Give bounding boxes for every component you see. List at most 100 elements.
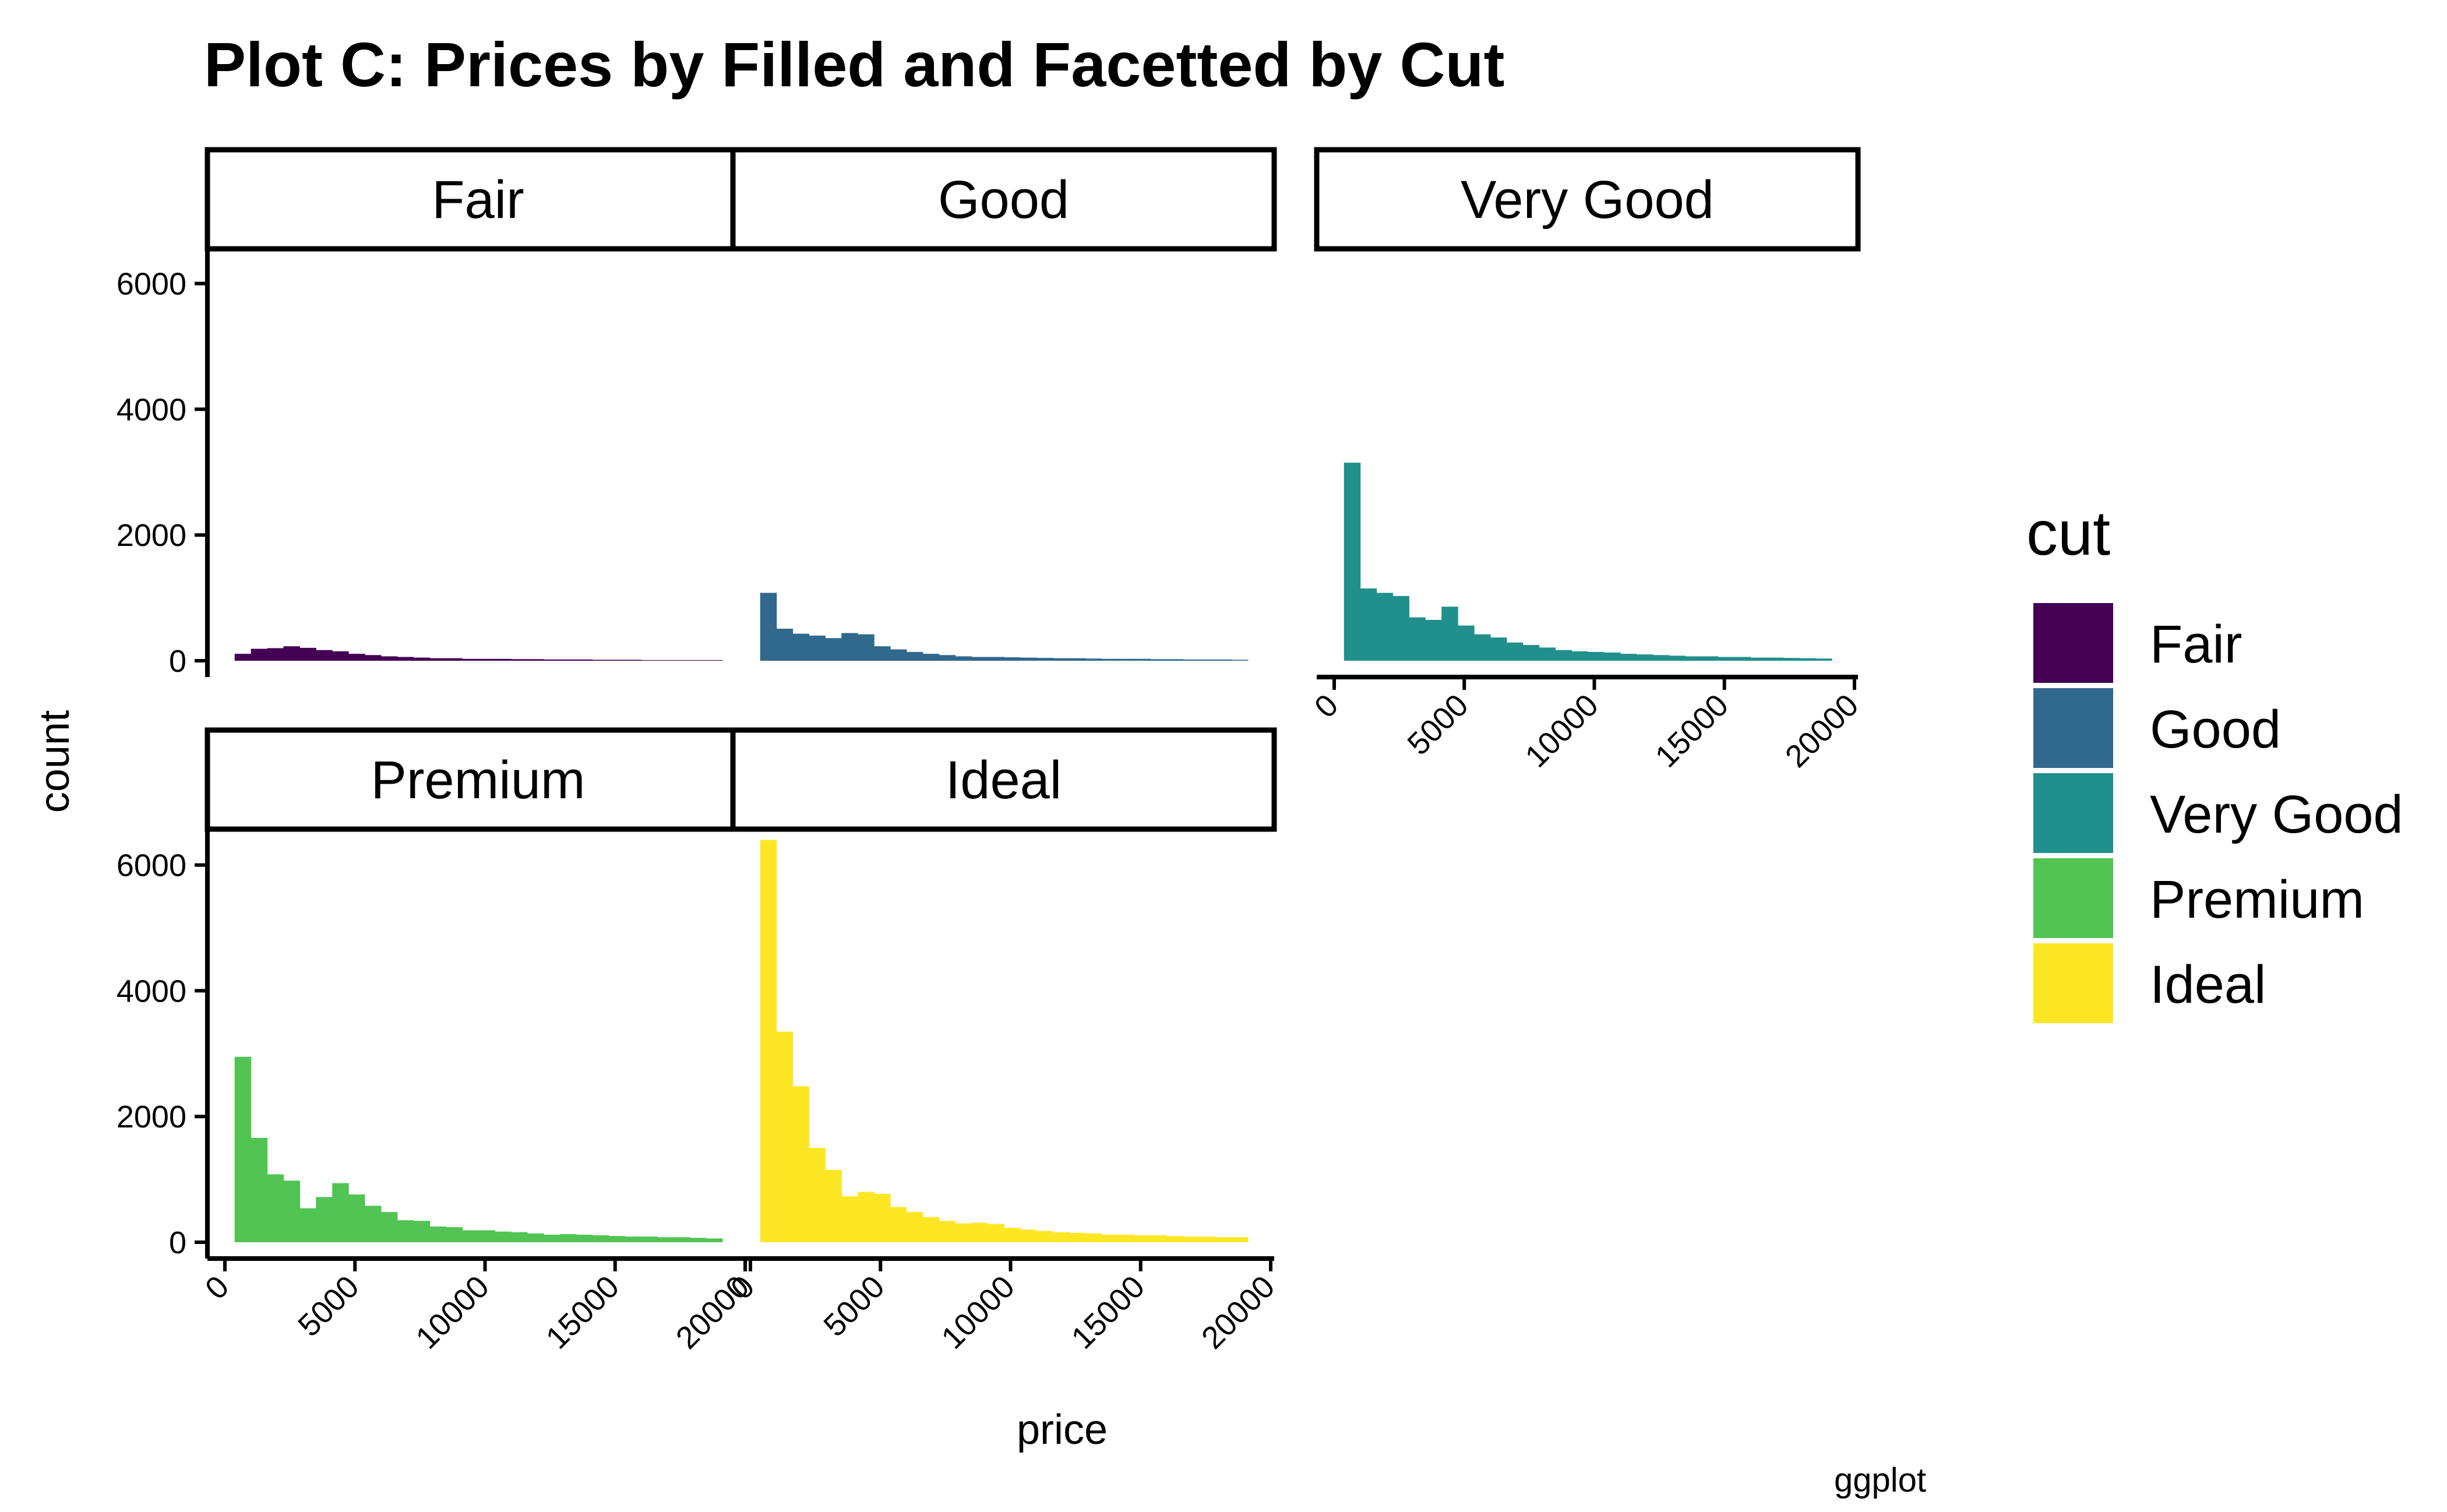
histogram-bar: [316, 1197, 333, 1242]
histogram-bar: [559, 1233, 577, 1242]
y-tick-label: 2000: [117, 518, 186, 553]
x-tick-label: 5000: [291, 1269, 365, 1343]
y-axis-title: count: [31, 710, 78, 813]
histogram-bar: [316, 650, 333, 661]
histogram-bar: [1183, 659, 1200, 661]
histogram-bar: [760, 593, 777, 661]
histogram-bar: [825, 1169, 842, 1242]
histogram-bar: [1815, 658, 1832, 661]
histogram-bar: [413, 657, 431, 661]
histogram-bar: [1232, 1237, 1249, 1242]
histogram-bar: [1799, 658, 1816, 661]
legend-label: Ideal: [2150, 955, 2266, 1014]
x-tick-label: 20000: [1195, 1269, 1282, 1356]
histogram-bar: [1215, 1237, 1232, 1242]
histogram-bar: [1588, 651, 1605, 661]
histogram-bar: [1020, 657, 1037, 661]
histogram-bar: [299, 647, 316, 661]
histogram-bar: [809, 635, 826, 661]
histogram-bar: [1101, 658, 1119, 661]
histogram-bar: [1117, 658, 1135, 661]
facet-strip: [730, 727, 1277, 832]
facet-strip: [204, 727, 752, 832]
histogram-bar: [251, 1137, 268, 1242]
x-tick-label: 0: [1308, 688, 1345, 725]
histogram-bar: [1183, 1236, 1200, 1242]
x-axis-title: price: [1017, 1407, 1108, 1453]
legend-label: Fair: [2150, 615, 2242, 674]
legend-label: Very Good: [2150, 785, 2403, 844]
histogram-bar: [988, 657, 1004, 661]
legend-label: Good: [2150, 700, 2281, 759]
histogram-bar: [1458, 625, 1475, 661]
histogram-bar: [1376, 593, 1394, 661]
histogram-bar: [1490, 637, 1507, 661]
histogram-bar: [1069, 1232, 1086, 1242]
histogram-bar: [922, 1217, 940, 1242]
histogram-bar: [380, 1212, 398, 1242]
histogram-bar: [776, 628, 794, 661]
histogram-bar: [1652, 655, 1670, 661]
histogram-bar: [1020, 1229, 1037, 1242]
histogram-bar: [1134, 1235, 1151, 1242]
histogram-bar: [971, 657, 989, 661]
histogram-bar: [939, 655, 956, 661]
histogram-bar: [446, 1227, 463, 1242]
histogram-bar: [971, 1222, 989, 1242]
histogram-bar: [1150, 659, 1167, 661]
histogram-bar: [1036, 658, 1053, 661]
histogram-bar: [608, 1236, 626, 1242]
histogram-bar: [922, 654, 940, 661]
histogram-bar: [1166, 659, 1183, 661]
legend-item-good: Good: [2033, 688, 2281, 768]
histogram-bar: [625, 1236, 641, 1242]
histogram-bar: [874, 646, 891, 661]
histogram-bar: [332, 1183, 349, 1242]
histogram-bar: [1604, 652, 1621, 661]
histogram-bar: [858, 634, 875, 661]
y-tick-label: 6000: [117, 848, 186, 883]
histogram-bar: [809, 1148, 826, 1242]
histogram-bar: [511, 1232, 528, 1242]
histogram-bar: [608, 660, 626, 661]
histogram-bar: [332, 651, 349, 661]
histogram-bar: [1117, 1235, 1135, 1242]
histogram-bar: [906, 1212, 923, 1242]
histogram-bar: [706, 1238, 723, 1242]
histogram-bar: [495, 1231, 512, 1242]
histogram-bar: [462, 1230, 479, 1242]
facet-strip-label: Very Good: [1461, 170, 1714, 230]
plot-caption: ggplot: [1834, 1461, 1926, 1499]
histogram-bar: [625, 660, 641, 661]
histogram-bar: [251, 648, 268, 661]
histogram-bar: [576, 1235, 593, 1242]
histogram-bar: [792, 633, 810, 661]
histogram-bar: [1620, 654, 1637, 661]
histogram-bar: [955, 656, 972, 661]
histogram-bar: [641, 660, 658, 661]
facet-panels: Fair 0 2000 4000 6000 Good Very Good 0 5000 10000…: [117, 147, 1866, 1356]
histogram-bar: [1199, 1236, 1216, 1242]
legend-title: cut: [2026, 498, 2110, 568]
x-tick-label: 5000: [817, 1269, 891, 1343]
histogram-bar: [234, 1056, 252, 1242]
x-tick-label: 10000: [1518, 688, 1605, 774]
x-tick-label: 15000: [1065, 1269, 1152, 1356]
histogram-bar: [234, 654, 252, 661]
histogram-bar: [1134, 658, 1151, 661]
y-tick-label: 6000: [117, 267, 186, 302]
histogram-bar: [1734, 657, 1751, 661]
histogram-bar: [1085, 1233, 1102, 1242]
x-tick-label: 20000: [1779, 688, 1866, 774]
histogram-bar: [1783, 658, 1800, 661]
histogram-bar: [955, 1223, 972, 1242]
legend-item-ideal: Ideal: [2033, 943, 2266, 1023]
histogram-bar: [1053, 658, 1070, 661]
legend: cut Fair Good Very Good Premium Ideal: [2026, 498, 2403, 1023]
histogram-bar: [413, 1221, 431, 1242]
histogram-bar: [858, 1192, 875, 1242]
histogram-bar: [841, 1196, 858, 1242]
